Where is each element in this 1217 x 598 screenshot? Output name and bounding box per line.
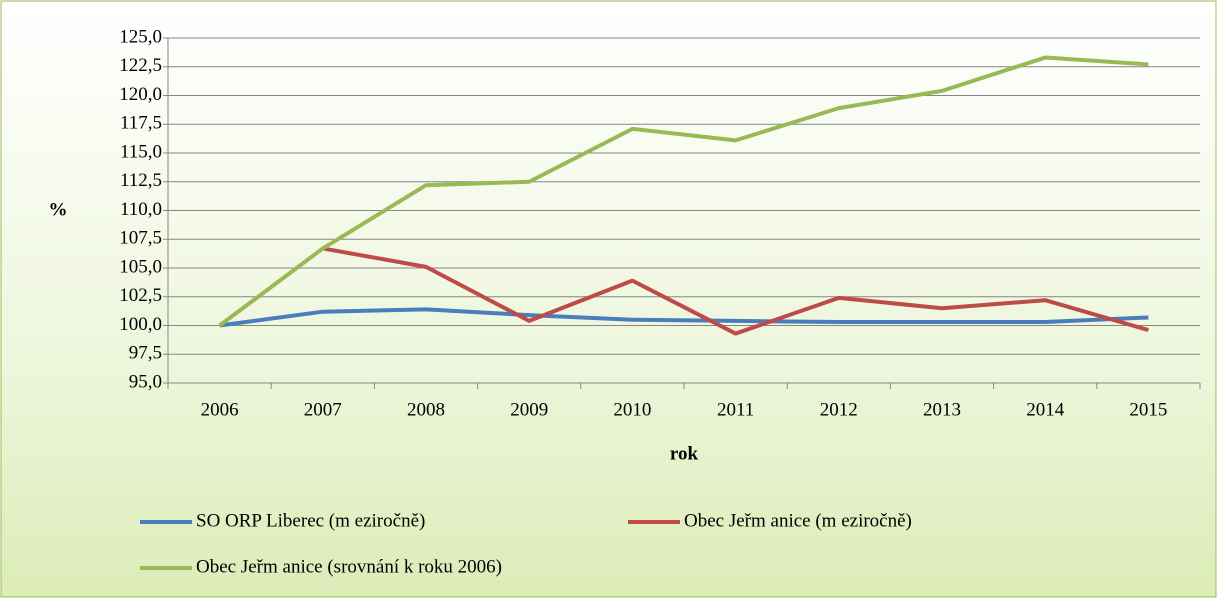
x-tick-label: 2011 bbox=[717, 399, 754, 420]
x-tick-label: 2012 bbox=[820, 399, 858, 420]
y-tick-label: 117,5 bbox=[120, 113, 162, 134]
x-tick-label: 2013 bbox=[923, 399, 961, 420]
legend-label: Obec Jeřm anice (srovnání k roku 2006) bbox=[196, 556, 502, 577]
x-tick-label: 2009 bbox=[510, 399, 548, 420]
x-tick-label: 2007 bbox=[304, 399, 342, 420]
y-tick-label: 122,5 bbox=[119, 55, 162, 76]
x-axis-label: rok bbox=[670, 443, 699, 464]
y-tick-label: 105,0 bbox=[119, 256, 162, 277]
y-tick-label: 100,0 bbox=[119, 314, 162, 335]
y-tick-label: 97,5 bbox=[129, 343, 162, 364]
y-tick-label: 112,5 bbox=[120, 170, 162, 191]
y-tick-label: 115,0 bbox=[120, 141, 162, 162]
legend-label: Obec Jeřm anice (m eziročně) bbox=[684, 510, 912, 531]
x-tick-label: 2010 bbox=[613, 399, 651, 420]
y-tick-label: 107,5 bbox=[119, 228, 162, 249]
x-tick-label: 2006 bbox=[201, 399, 239, 420]
y-tick-label: 110,0 bbox=[120, 199, 162, 220]
y-tick-label: 95,0 bbox=[129, 371, 162, 392]
series-line bbox=[219, 307, 1149, 328]
y-axis-label: % bbox=[49, 199, 68, 220]
series-line bbox=[218, 55, 1149, 328]
y-tick-label: 102,5 bbox=[119, 285, 162, 306]
y-tick-label: 125,0 bbox=[119, 26, 162, 47]
x-tick-label: 2008 bbox=[407, 399, 445, 420]
y-tick-label: 120,0 bbox=[119, 84, 162, 105]
legend-label: SO ORP Liberec (m eziročně) bbox=[196, 510, 425, 531]
x-tick-label: 2014 bbox=[1026, 399, 1065, 420]
series-line bbox=[322, 246, 1149, 336]
x-tick-label: 2015 bbox=[1129, 399, 1167, 420]
